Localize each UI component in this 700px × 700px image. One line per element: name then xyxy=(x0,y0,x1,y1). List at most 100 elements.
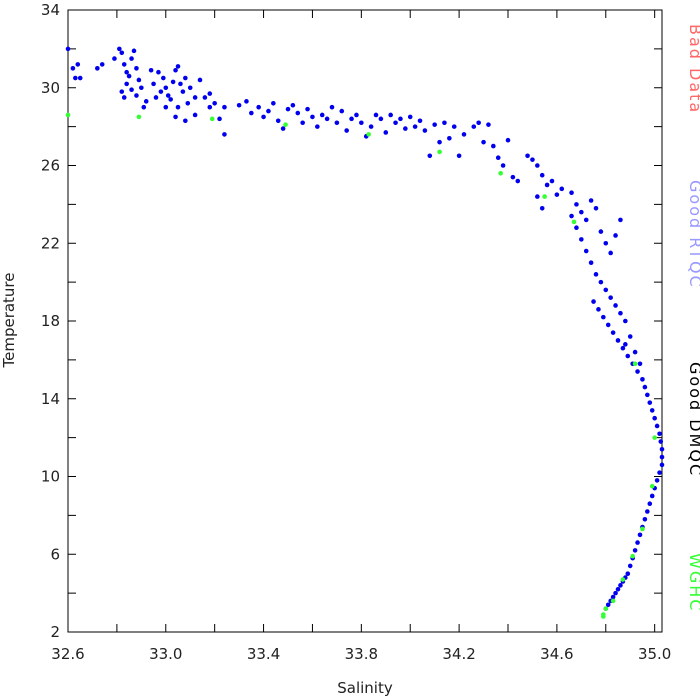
data-point xyxy=(180,89,186,94)
data-point xyxy=(236,102,242,108)
data-point xyxy=(608,295,613,300)
data-point xyxy=(275,118,281,124)
data-point xyxy=(134,66,139,71)
data-point xyxy=(625,353,631,359)
data-point xyxy=(539,172,545,178)
data-point xyxy=(649,483,655,489)
data-point xyxy=(559,186,565,192)
data-point xyxy=(319,112,325,118)
y-axis-label: Temperature xyxy=(0,272,18,368)
data-point xyxy=(378,116,384,122)
data-point xyxy=(185,101,191,106)
x-axis-label: Salinity xyxy=(337,679,393,697)
data-point xyxy=(129,87,134,92)
data-point xyxy=(632,349,638,355)
y-tick-label: 22 xyxy=(41,234,60,252)
data-point xyxy=(495,155,501,161)
data-point xyxy=(183,75,188,81)
data-point xyxy=(212,101,217,106)
data-point xyxy=(295,110,301,116)
data-point xyxy=(593,205,599,211)
data-point xyxy=(175,104,181,110)
data-point xyxy=(170,79,176,85)
data-point xyxy=(640,377,645,382)
data-point xyxy=(615,338,621,343)
data-point xyxy=(618,217,623,223)
data-point xyxy=(583,248,589,254)
data-point xyxy=(121,62,127,67)
data-point xyxy=(610,598,616,604)
data-point xyxy=(163,85,169,91)
data-point xyxy=(623,342,628,347)
x-tick-label: 35.0 xyxy=(638,645,671,663)
data-point xyxy=(173,67,178,73)
data-point xyxy=(615,586,621,592)
data-point xyxy=(505,137,511,143)
data-point xyxy=(349,116,354,122)
data-point xyxy=(659,446,665,452)
y-tick-label: 18 xyxy=(41,312,60,330)
x-tick-label: 33.4 xyxy=(247,645,280,663)
data-point xyxy=(601,314,606,320)
data-point xyxy=(207,104,213,110)
data-point xyxy=(632,361,638,367)
data-point xyxy=(158,89,164,94)
data-point xyxy=(649,493,655,499)
data-point xyxy=(173,114,178,120)
data-point xyxy=(329,104,335,110)
data-point xyxy=(598,229,604,234)
data-point xyxy=(368,124,374,129)
data-point xyxy=(383,130,389,135)
data-point xyxy=(344,128,349,133)
data-point xyxy=(658,439,664,444)
legend-label: WGHC xyxy=(686,553,700,612)
data-point xyxy=(554,192,560,197)
data-point xyxy=(139,85,144,91)
data-point xyxy=(603,240,609,246)
data-point xyxy=(569,190,574,196)
legend-label: Good DMQC xyxy=(686,362,700,477)
data-point xyxy=(608,250,613,256)
data-point xyxy=(197,77,203,83)
data-point xyxy=(261,114,266,120)
data-point xyxy=(574,202,579,207)
data-point xyxy=(645,509,650,514)
data-point xyxy=(623,318,628,324)
data-point xyxy=(310,114,315,120)
data-point xyxy=(647,400,653,405)
data-point xyxy=(498,170,503,176)
data-point xyxy=(652,435,657,440)
data-point xyxy=(605,322,611,328)
data-point xyxy=(535,194,540,199)
x-tick-label: 34.6 xyxy=(540,645,573,663)
y-tick-label: 30 xyxy=(41,79,60,97)
data-point xyxy=(412,124,418,129)
data-point xyxy=(256,104,261,110)
data-point xyxy=(476,120,481,126)
data-point xyxy=(99,62,105,67)
data-point xyxy=(124,69,129,75)
data-point xyxy=(266,108,271,114)
data-point xyxy=(119,50,125,56)
data-point xyxy=(271,101,276,106)
data-point xyxy=(222,132,227,137)
data-point xyxy=(659,454,665,460)
data-point xyxy=(603,606,609,611)
data-point xyxy=(613,303,618,308)
data-point xyxy=(569,213,574,219)
data-point xyxy=(141,104,147,110)
data-point xyxy=(398,116,403,122)
data-point xyxy=(183,118,188,124)
data-point xyxy=(515,178,521,184)
data-point xyxy=(129,56,134,61)
data-point xyxy=(70,66,76,71)
y-tick-label: 10 xyxy=(41,468,60,486)
data-point xyxy=(393,120,398,126)
data-point xyxy=(388,112,393,118)
data-point xyxy=(601,614,606,619)
data-point xyxy=(217,116,222,122)
data-point xyxy=(131,48,137,54)
data-point xyxy=(596,307,601,312)
data-point xyxy=(605,602,611,608)
x-tick-label: 33.0 xyxy=(149,645,182,663)
